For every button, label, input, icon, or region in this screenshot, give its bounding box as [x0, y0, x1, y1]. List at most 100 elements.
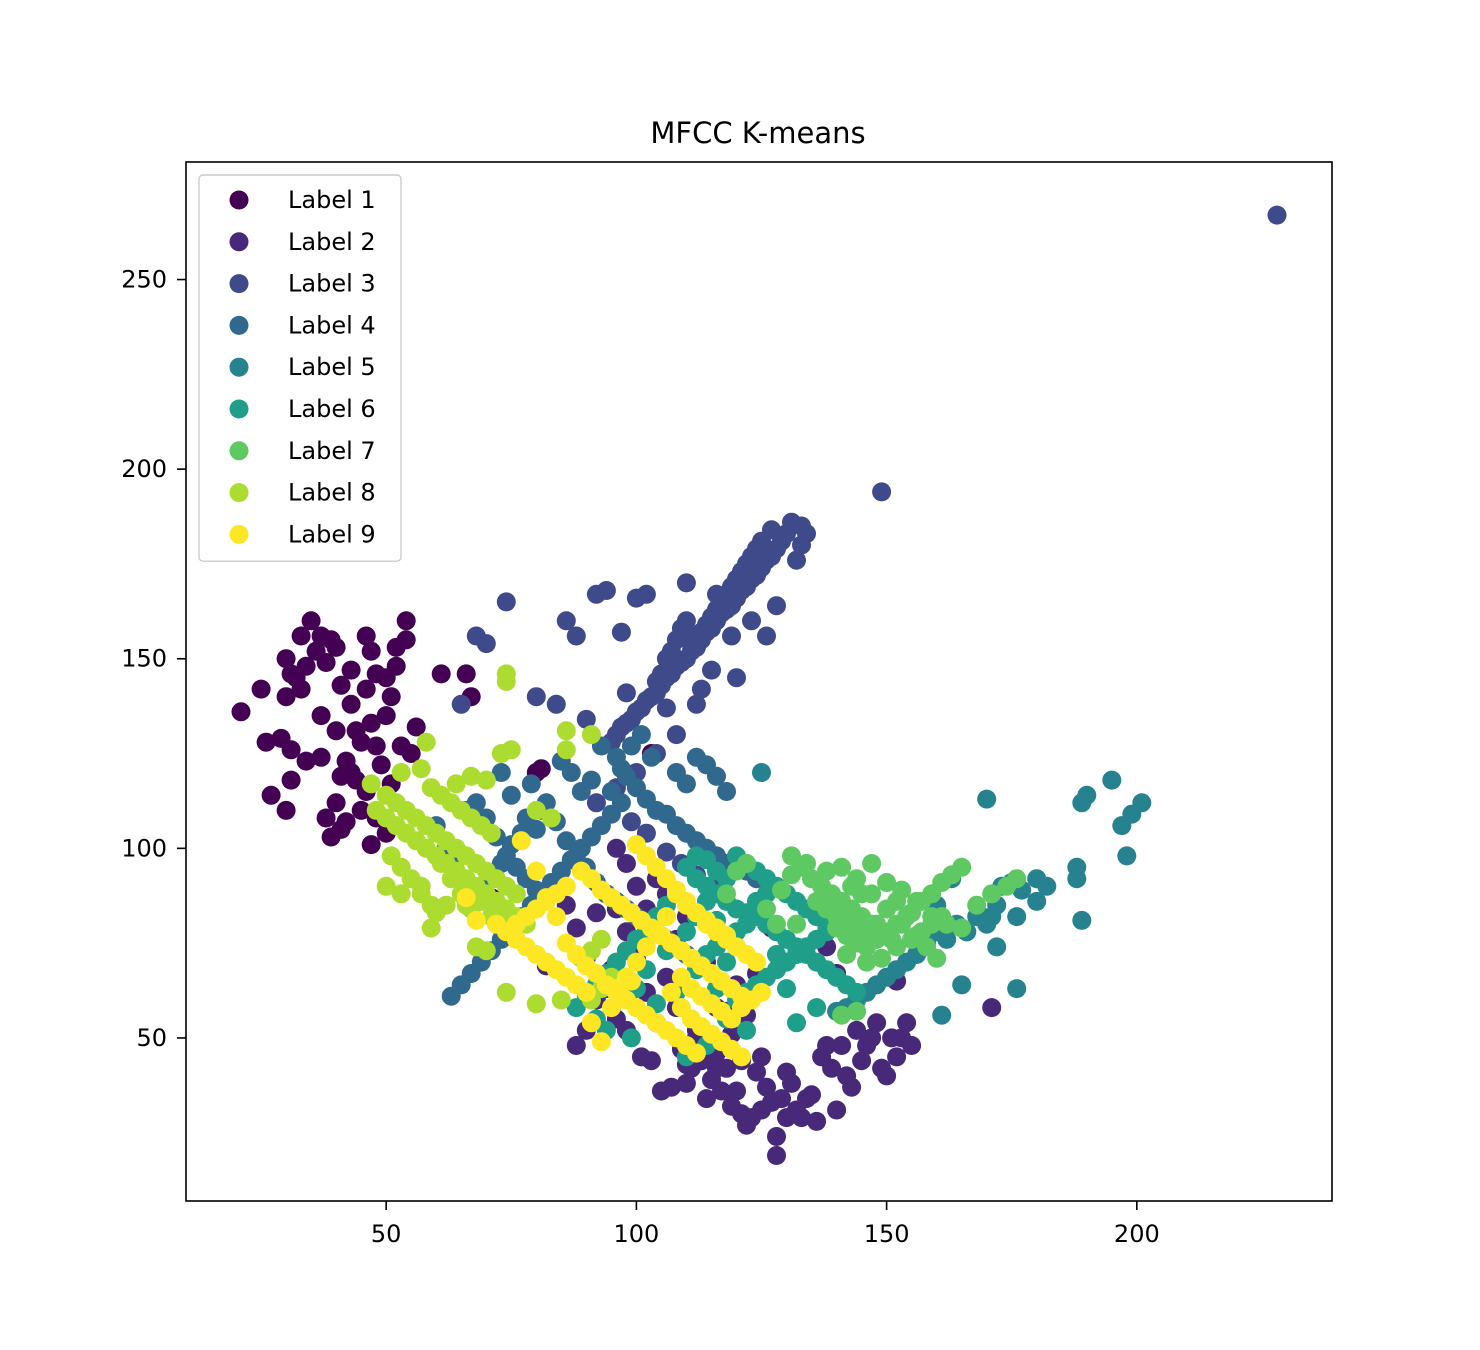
data-point	[767, 1127, 786, 1146]
data-point	[872, 948, 892, 968]
data-point	[376, 706, 396, 726]
data-point	[461, 766, 481, 786]
data-point	[261, 785, 281, 805]
data-point	[441, 869, 461, 889]
data-point	[626, 952, 646, 972]
data-point	[1007, 907, 1027, 927]
series-1	[231, 611, 661, 908]
data-point	[982, 884, 1002, 904]
data-point	[421, 918, 441, 938]
data-point	[827, 1100, 847, 1120]
data-point	[506, 884, 526, 904]
data-point	[872, 482, 892, 502]
data-point	[351, 732, 371, 752]
data-point	[361, 713, 381, 733]
data-point	[887, 937, 907, 957]
data-point	[1067, 869, 1087, 889]
data-point	[546, 907, 566, 927]
legend-marker	[229, 357, 249, 377]
data-point	[566, 1036, 586, 1055]
data-point	[837, 945, 857, 964]
data-point	[732, 1047, 751, 1067]
x-tick-label: 50	[371, 1220, 402, 1248]
data-point	[431, 854, 451, 873]
data-point	[501, 785, 521, 805]
legend-marker	[229, 232, 249, 252]
data-point	[927, 948, 947, 968]
data-point	[686, 1043, 706, 1063]
data-point	[556, 611, 576, 631]
data-point	[817, 861, 837, 881]
data-point	[251, 679, 271, 699]
data-point	[857, 952, 877, 972]
data-point	[656, 907, 676, 927]
data-point	[666, 725, 686, 745]
data-point	[276, 800, 296, 820]
data-point	[707, 766, 726, 786]
legend-marker	[229, 524, 249, 544]
data-point	[752, 982, 771, 1002]
data-point	[907, 891, 927, 911]
data-point	[336, 812, 356, 832]
data-point	[556, 831, 576, 851]
data-point	[656, 698, 676, 718]
data-point	[401, 869, 421, 889]
data-point	[356, 679, 376, 699]
data-point	[847, 1020, 867, 1040]
data-point	[676, 922, 696, 942]
data-point	[661, 982, 681, 1002]
data-point	[391, 884, 411, 904]
data-point	[396, 611, 416, 631]
data-point	[366, 736, 386, 756]
data-point	[526, 861, 546, 881]
data-point	[767, 945, 786, 964]
data-point	[431, 664, 451, 684]
series-9	[456, 831, 771, 1067]
data-point	[757, 626, 776, 646]
data-point	[406, 717, 426, 737]
data-point	[952, 918, 972, 938]
data-point	[596, 581, 616, 600]
data-point	[256, 732, 276, 752]
data-point	[1007, 979, 1027, 999]
data-point	[476, 634, 496, 654]
data-point	[526, 687, 546, 707]
data-point	[857, 929, 877, 949]
legend-label: Label 7	[288, 437, 376, 465]
data-point	[556, 721, 576, 741]
data-point	[566, 626, 586, 646]
data-point	[1102, 770, 1122, 790]
data-point	[697, 1089, 716, 1109]
data-point	[326, 721, 346, 741]
data-point	[952, 975, 972, 995]
data-point	[291, 679, 311, 699]
data-point	[932, 1005, 952, 1025]
data-point	[792, 1108, 811, 1128]
data-point	[326, 793, 346, 813]
data-point	[862, 884, 882, 904]
data-point	[401, 744, 421, 763]
data-point	[371, 755, 391, 775]
data-point	[291, 626, 311, 646]
legend-label: Label 3	[288, 270, 376, 298]
legend-label: Label 6	[288, 395, 376, 423]
data-point	[476, 770, 496, 790]
data-point	[456, 888, 476, 908]
data-point	[777, 979, 796, 999]
data-point	[616, 854, 636, 873]
data-point	[747, 1062, 766, 1082]
legend-label: Label 5	[288, 353, 376, 381]
data-point	[491, 763, 511, 782]
data-point	[606, 838, 626, 858]
data-point	[772, 1089, 791, 1109]
data-point	[231, 702, 251, 722]
data-point	[802, 1085, 821, 1105]
data-point	[807, 1111, 827, 1131]
data-point	[676, 774, 696, 794]
data-point	[496, 982, 516, 1002]
data-point	[852, 1051, 872, 1071]
data-point	[356, 626, 376, 646]
data-point	[281, 740, 301, 760]
data-point	[897, 1013, 917, 1033]
data-point	[847, 1001, 867, 1021]
